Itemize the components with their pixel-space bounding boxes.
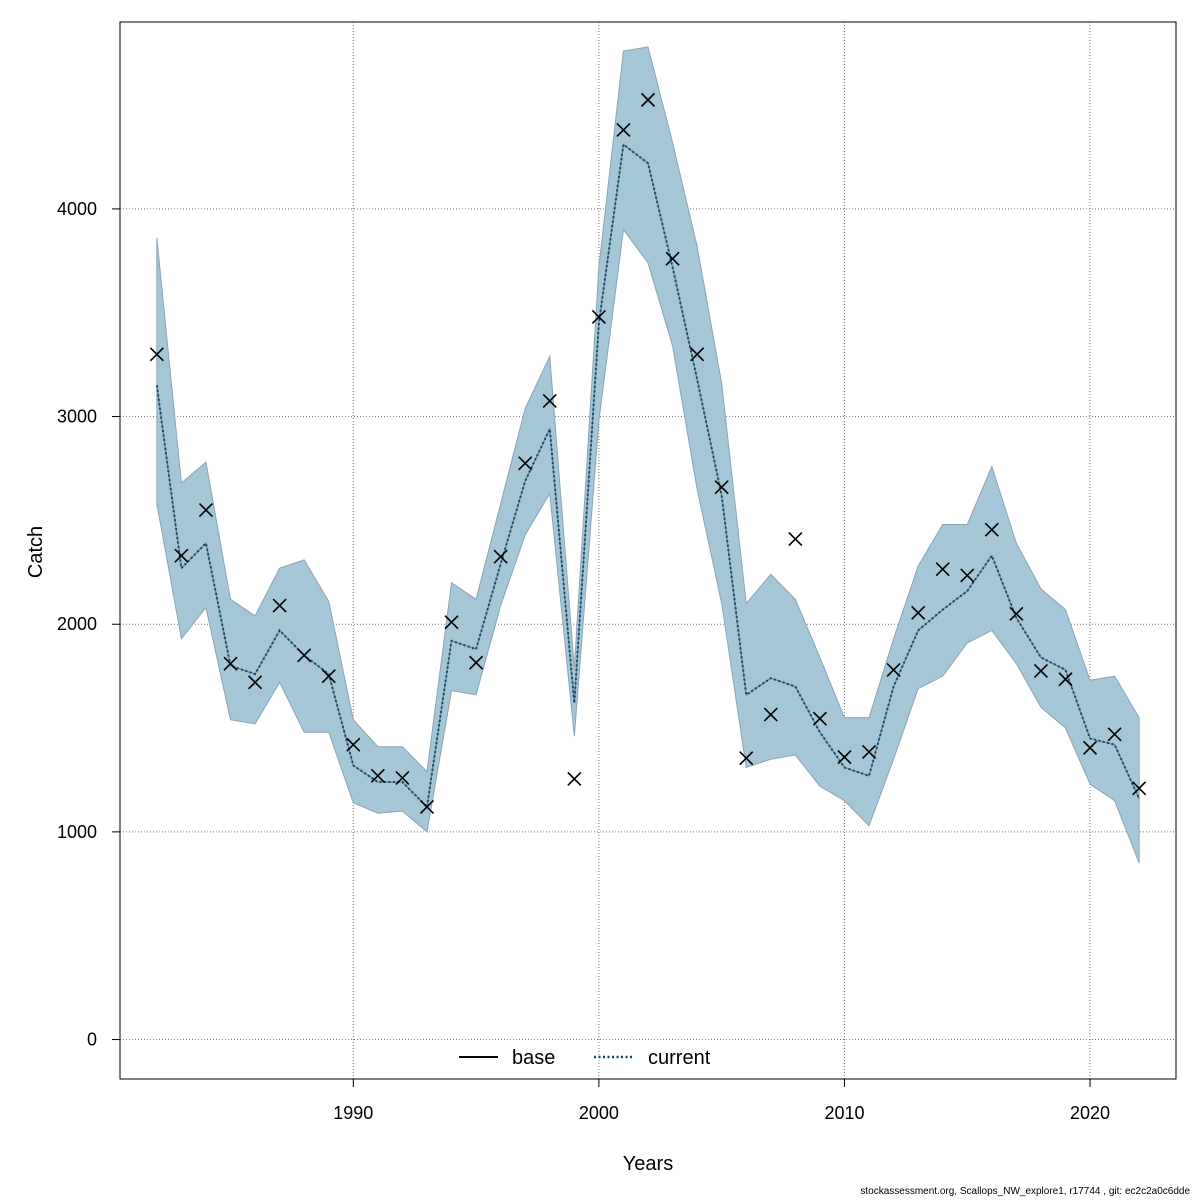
- observed-point-1996: [493, 549, 508, 564]
- observed-point-2018: [1033, 663, 1048, 679]
- observed-point-1987: [272, 598, 287, 613]
- observed-point-1992: [395, 770, 410, 785]
- y-axis-title: Catch: [25, 526, 47, 578]
- observed-markers: [149, 92, 1147, 815]
- observed-point-2000: [591, 309, 606, 324]
- observed-point-2022: [1132, 781, 1147, 796]
- observed-point-2019: [1058, 672, 1073, 687]
- x-axis-title: Years: [623, 1153, 673, 1175]
- x-tick-label-2020: 2020: [1070, 1103, 1110, 1123]
- series-line-current: [155, 142, 1141, 810]
- x-tick-label-2000: 2000: [579, 1103, 619, 1123]
- observed-point-1994: [444, 615, 459, 630]
- observed-point-2001: [616, 122, 631, 138]
- observed-point-2005: [714, 480, 729, 495]
- legend-label-current: current: [648, 1047, 711, 1069]
- legend: base current: [459, 1047, 711, 1069]
- observed-point-2021: [1107, 727, 1122, 742]
- observed-point-2017: [1009, 606, 1024, 621]
- observed-point-1989: [321, 669, 336, 684]
- footer-source: stockassessment.org, Scallops_NW_explore…: [860, 1186, 1190, 1197]
- observed-point-2011: [861, 744, 877, 759]
- observed-point-2016: [984, 522, 999, 537]
- observed-point-2003: [665, 251, 680, 266]
- observed-point-2010: [837, 750, 852, 765]
- observed-point-2007: [763, 707, 778, 722]
- observed-point-2014: [935, 562, 950, 577]
- observed-point-1982: [149, 347, 164, 362]
- plot-frame: [119, 21, 1177, 1080]
- observed-point-1993: [419, 799, 435, 815]
- x-tick-label-1990: 1990: [333, 1103, 373, 1123]
- observed-point-2008: [788, 532, 803, 547]
- observed-point-1991: [370, 768, 385, 783]
- observed-point-2015: [960, 568, 975, 583]
- y-tick-label-2000: 2000: [57, 614, 97, 634]
- observed-point-1990: [346, 737, 361, 752]
- observed-point-1998: [542, 393, 557, 409]
- x-tick-label-2010: 2010: [824, 1103, 864, 1123]
- y-tick-label-4000: 4000: [57, 199, 97, 219]
- observed-point-1986: [248, 675, 263, 690]
- observed-point-2004: [690, 347, 705, 362]
- observed-point-2006: [739, 751, 754, 766]
- observed-point-1988: [297, 648, 312, 663]
- x-axis: 1990 2000 2010 2020: [333, 1079, 1110, 1123]
- observed-point-2012: [886, 662, 901, 677]
- y-tick-label-1000: 1000: [57, 822, 97, 842]
- observed-point-1983: [174, 548, 189, 563]
- observed-point-2002: [640, 92, 656, 107]
- y-axis: 0 1000 2000 3000 4000: [57, 199, 120, 1050]
- observed-point-1995: [469, 655, 484, 670]
- observed-point-2013: [911, 605, 926, 620]
- observed-point-2020: [1082, 740, 1098, 755]
- legend-label-base: base: [512, 1047, 555, 1069]
- observed-point-1984: [198, 502, 214, 518]
- observed-point-1997: [518, 456, 533, 471]
- observed-point-1985: [223, 656, 238, 671]
- observed-point-2009: [812, 711, 827, 726]
- y-tick-label-0: 0: [87, 1030, 97, 1050]
- confidence-band: [156, 46, 1140, 864]
- observed-point-1999: [567, 771, 582, 786]
- y-tick-label-3000: 3000: [57, 407, 97, 427]
